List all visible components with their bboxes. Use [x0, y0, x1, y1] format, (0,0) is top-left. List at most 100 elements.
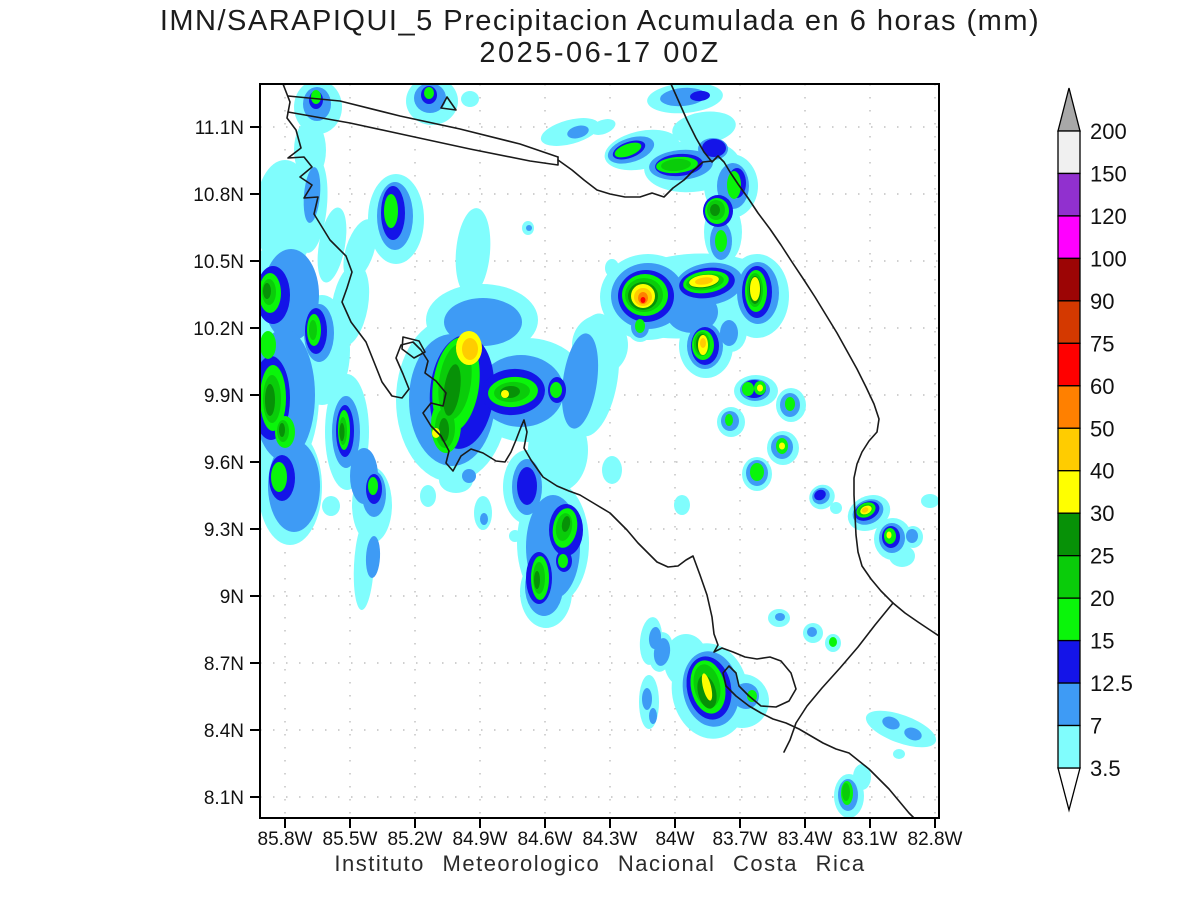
colorbar-segment: [1057, 172, 1081, 217]
ometepe-island: [440, 96, 457, 111]
precip-cell: [865, 710, 937, 748]
colorbar-label: 100: [1090, 246, 1127, 271]
nicaragua-border: [557, 159, 713, 198]
precip-cell: [742, 382, 754, 396]
precip-cell: [695, 277, 713, 285]
colorbar-segment: [1057, 300, 1081, 344]
precip-cell: [921, 494, 939, 508]
colorbar-label: 50: [1090, 416, 1114, 441]
lon-label: 83.7W: [713, 829, 768, 850]
lon-label: 82.8W: [908, 829, 963, 850]
colorbar: 200 150 120 100 90 75 60 50 40 30 25 20 15 12.5 7 3.5: [1057, 87, 1133, 813]
lat-label: 11.1N: [195, 118, 244, 139]
precip-cell: [265, 384, 275, 416]
precip-cell: [432, 428, 440, 438]
lat-label: 9.3N: [204, 520, 244, 541]
lon-label: 85.5W: [323, 829, 378, 850]
caribbean-coastline: [670, 84, 939, 637]
lat-label: 8.7N: [204, 654, 244, 675]
colorbar-segment: [1057, 639, 1081, 684]
precip-cell: [420, 485, 436, 507]
precipitation-cells: [260, 84, 939, 818]
colorbar-segment: [1057, 597, 1081, 642]
precip-cell: [807, 627, 817, 637]
precip-cell: [461, 91, 479, 107]
precip-cell: [700, 338, 706, 348]
lake-nicaragua-south-shore: [287, 111, 559, 166]
colorbar-label: 7: [1090, 714, 1102, 739]
precip-cell: [561, 333, 599, 429]
precip-cell: [501, 390, 509, 398]
precip-cell: [853, 764, 871, 790]
lat-label: 10.2N: [193, 319, 244, 340]
longitude-labels: 85.8W 85.5W 85.2W 84.9W 84.6W 84.3W 84W 83.7W 83…: [258, 829, 963, 850]
lat-label: 10.5N: [193, 252, 244, 273]
precip-cell: [590, 119, 616, 135]
precip-cell: [661, 158, 691, 172]
gulf-of-nicoya-island: [401, 336, 426, 359]
precip-cell: [775, 613, 785, 621]
precip-cell: [279, 423, 285, 437]
pacific-coastline: [282, 84, 915, 818]
lat-label: 9N: [220, 587, 244, 608]
precip-cell: [480, 513, 488, 525]
precip-cell: [893, 749, 905, 759]
lat-label: 9.9N: [204, 386, 244, 407]
colorbar-label: 150: [1090, 161, 1127, 186]
precip-cell: [443, 364, 461, 416]
lon-label: 85.2W: [388, 829, 443, 850]
colorbar-label: 90: [1090, 289, 1114, 314]
precip-cell: [750, 277, 760, 301]
colorbar-arrow-top: [1057, 87, 1081, 132]
precip-cell: [614, 142, 642, 158]
precip-cell: [653, 638, 671, 666]
precip-cell: [550, 382, 562, 398]
precip-cell: [861, 507, 869, 513]
page-title: IMN/SARAPIQUI_5 Precipitacion Acumulada …: [159, 5, 1041, 37]
precip-cell: [567, 125, 589, 139]
colorbar-segment: [1057, 130, 1081, 175]
valid-time-subtitle: 2025-06-17 00Z: [479, 37, 721, 69]
colorbar-label: 40: [1090, 459, 1114, 484]
precip-cell: [674, 495, 690, 515]
precip-cell: [649, 708, 657, 724]
colorbar-label: 30: [1090, 501, 1114, 526]
precip-cell: [462, 469, 476, 483]
precip-cell: [322, 496, 340, 516]
lat-label: 8.1N: [204, 788, 244, 809]
precip-cell: [263, 283, 271, 299]
precip-cell: [829, 637, 837, 647]
colorbar-segment: [1057, 257, 1081, 302]
colorbar-label: 20: [1090, 586, 1114, 611]
precip-cell: [701, 673, 713, 701]
lake-nicaragua-north-shore: [287, 95, 559, 158]
colorbar-segment: [1057, 682, 1081, 727]
precip-cell: [747, 690, 757, 702]
precip-cell: [368, 477, 378, 495]
panama-border: [783, 602, 894, 753]
colorbar-segment: [1057, 512, 1081, 557]
precip-cell: [886, 531, 892, 539]
precip-cell: [558, 554, 568, 568]
colorbar-segment: [1057, 342, 1081, 387]
lon-label: 84.3W: [583, 829, 638, 850]
lat-label: 8.4N: [204, 721, 244, 742]
precip-cell: [757, 384, 763, 392]
lat-label: 10.8N: [193, 185, 244, 206]
precip-cell: [424, 87, 434, 99]
colorbar-segment: [1057, 215, 1081, 260]
colorbar-segment: [1057, 470, 1081, 514]
precip-cell: [702, 139, 726, 157]
colorbar-segment: [1057, 385, 1081, 429]
lon-label: 84W: [655, 829, 694, 850]
precip-cell: [727, 171, 741, 199]
precip-cell: [733, 683, 759, 709]
colorbar-label: 60: [1090, 374, 1114, 399]
precip-cell: [311, 90, 321, 104]
latitude-labels: 11.1N 10.8N 10.5N 10.2N 9.9N 9.6N 9.3N 9N 8.7N 8.…: [193, 118, 244, 809]
precip-cell: [750, 463, 764, 481]
precip-cell: [720, 320, 738, 346]
colorbar-label: 75: [1090, 331, 1114, 356]
colorbar-label: 15: [1090, 629, 1114, 654]
